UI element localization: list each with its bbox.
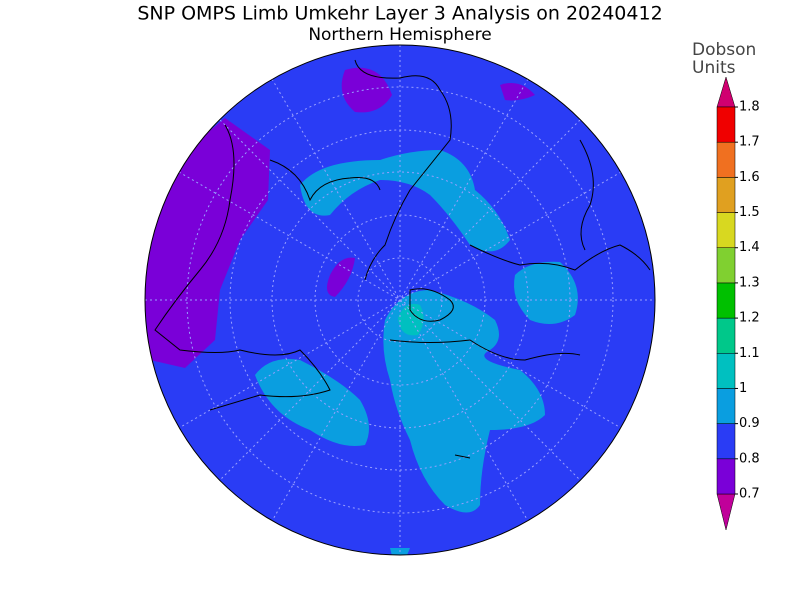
colorbar-tick-label: 1.8	[739, 100, 760, 115]
colorbar-tick-label: 1.4	[739, 240, 760, 255]
colorbar-tick-label: 1	[739, 381, 747, 396]
colorbar-segment	[716, 141, 736, 178]
colorbar-tick-label: 1.3	[739, 275, 760, 290]
colorbar-tick-label: 0.9	[739, 416, 760, 431]
colorbar-segment	[716, 423, 736, 460]
colorbar-segment	[716, 212, 736, 248]
colorbar-tick-label: 1.2	[739, 311, 760, 326]
colorbar-segment	[716, 317, 736, 354]
colorbar-tick-label: 1.7	[739, 135, 760, 150]
colorbar-segment	[716, 353, 736, 389]
map	[144, 44, 656, 556]
colorbar-label: Units	[692, 58, 736, 78]
colorbar-label: Dobson	[692, 40, 756, 60]
title: SNP OMPS Limb Umkehr Layer 3 Analysis on…	[137, 3, 662, 25]
colorbar-segment	[716, 458, 736, 495]
colorbar-segment	[716, 388, 736, 424]
colorbar-tick-label: 0.8	[739, 451, 760, 466]
colorbar-tick-label: 1.5	[739, 205, 760, 220]
colorbar-segment	[716, 282, 736, 319]
colorbar-segment	[716, 247, 736, 284]
colorbar-under	[716, 493, 736, 531]
subtitle: Northern Hemisphere	[308, 25, 491, 45]
graticule	[145, 45, 655, 555]
colorbar-segment	[716, 177, 736, 213]
coastlines	[154, 59, 651, 459]
colorbar-segment	[716, 106, 736, 143]
colorbar-tick-label: 0.7	[739, 487, 760, 502]
colorbar-tick-label: 1.1	[739, 346, 760, 361]
colorbar-tick-label: 1.6	[739, 170, 760, 185]
colorbar-over	[716, 76, 736, 108]
colorbar: Dobson Units 0.7 0.8 0.9 1 1.1 1.2 1.3 1.4 1.5 1.…	[692, 40, 760, 531]
